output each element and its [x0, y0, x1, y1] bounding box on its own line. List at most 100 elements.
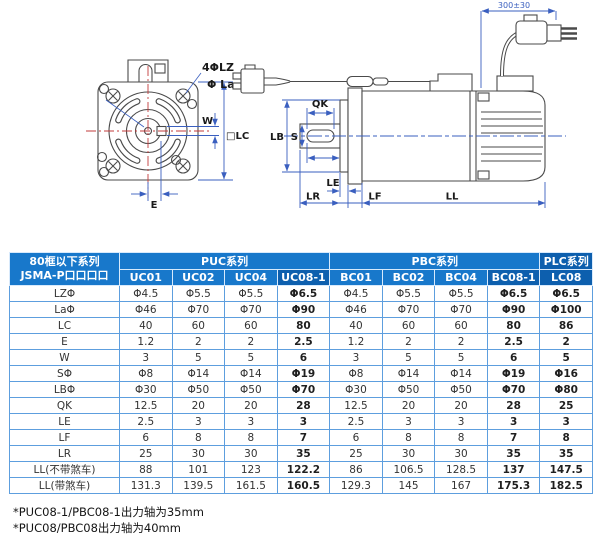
footnote-2: *PUC08/PBC08出力轴为40mm: [13, 521, 181, 536]
table-cell: 8: [381, 429, 436, 446]
table-cell: 7: [276, 429, 331, 446]
table-row: LL(不带煞车) 88 101 123 122.2 86 106.5 128.5 137 147.…: [9, 461, 593, 478]
table-cell: 30: [171, 445, 226, 462]
row-header: LR: [9, 445, 120, 462]
table-cell: 101: [171, 461, 226, 478]
table-cell: 122.2: [276, 461, 331, 478]
dimension-drawing: 4ΦLZ Φ La W □LC E: [86, 1, 577, 211]
row-header: LF: [9, 429, 120, 446]
side-dimensions: [282, 8, 557, 208]
table-cell: 5: [171, 349, 226, 366]
table-row: LaΦ Φ46 Φ70 Φ70 Φ90 Φ46 Φ70 Φ70 Φ90 Φ100: [9, 301, 593, 318]
row-header: LC: [9, 317, 120, 334]
table-row: LR 25 30 30 35 25 30 30 35 35: [9, 445, 593, 462]
table-cell: 3: [224, 413, 278, 430]
table-row: SΦ Φ8 Φ14 Φ14 Φ19 Φ8 Φ14 Φ14 Φ19 Φ16: [9, 365, 593, 382]
table-cell: 8: [539, 429, 593, 446]
dim-label-lr: LR: [306, 192, 320, 203]
row-header: W: [9, 349, 120, 366]
table-cell: Φ50: [171, 381, 226, 398]
table-cell: Φ30: [329, 381, 383, 398]
spec-table-body: LZΦ Φ4.5 Φ5.5 Φ5.5 Φ6.5 Φ4.5 Φ5.5 Φ5.5 Φ6.5 Φ6.5 L…: [9, 285, 593, 494]
table-cell: 2: [381, 333, 436, 350]
table-cell: Φ46: [119, 301, 173, 318]
table-cell: 175.3: [486, 477, 541, 494]
column-header-BC02: BC02: [381, 269, 436, 286]
table-cell: 6: [119, 429, 173, 446]
table-cell: Φ70: [434, 301, 488, 318]
table-cell: 5: [434, 349, 488, 366]
table-cell: Φ50: [434, 381, 488, 398]
motor-front-view: [96, 59, 199, 181]
table-corner-header: 80框以下系列 JSMA-P口口口口: [9, 252, 120, 286]
row-header: LL(不带煞车): [9, 461, 120, 478]
row-header: SΦ: [9, 365, 120, 382]
table-cell: 161.5: [224, 477, 278, 494]
table-cell: 2.5: [486, 333, 541, 350]
spec-table: 80框以下系列 JSMA-P口口口口 PUC系列 PBC系列 PLC系列 UC01 UC02…: [9, 252, 593, 494]
row-header: LZΦ: [9, 285, 120, 302]
table-cell: 86: [329, 461, 383, 478]
table-cell: 8: [224, 429, 278, 446]
table-cell: 88: [119, 461, 173, 478]
table-cell: 1.2: [329, 333, 383, 350]
dim-label-qk: QK: [312, 99, 330, 110]
front-centerlines: [86, 66, 210, 198]
column-header-LC08: LC08: [539, 269, 593, 286]
table-cell: Φ5.5: [434, 285, 488, 302]
footnote-1: *PUC08-1/PBC08-1出力轴为35mm: [13, 505, 204, 519]
table-cell: 5: [381, 349, 436, 366]
table-cell: 35: [276, 445, 331, 462]
table-cell: 12.5: [119, 397, 173, 414]
table-row: QK 12.5 20 20 28 12.5 20 20 28 25: [9, 397, 593, 414]
table-cell: 3: [119, 349, 173, 366]
table-cell: 25: [119, 445, 173, 462]
mounting-slot-ring-inner: [116, 99, 180, 163]
dim-label-s: S: [291, 132, 298, 143]
row-header: LBΦ: [9, 381, 120, 398]
table-cell: 6: [276, 349, 331, 366]
table-cell: Φ5.5: [381, 285, 436, 302]
table-cell: 8: [434, 429, 488, 446]
column-group-header: PBC系列: [329, 252, 541, 270]
table-cell: Φ5.5: [224, 285, 278, 302]
table-cell: Φ50: [381, 381, 436, 398]
column-header-UC04: UC04: [224, 269, 278, 286]
column-header-UC02: UC02: [171, 269, 226, 286]
table-cell: 20: [434, 397, 488, 414]
table-cell: 106.5: [381, 461, 436, 478]
row-header: LaΦ: [9, 301, 120, 318]
terminal-box-slot: [138, 63, 153, 82]
motor-side-view: [299, 14, 577, 185]
terminal-box: [127, 59, 169, 82]
table-cell: 60: [381, 317, 436, 334]
table-cell: 60: [434, 317, 488, 334]
table-cell: Φ4.5: [119, 285, 173, 302]
table-row: LE 2.5 3 3 3 2.5 3 3 3 3: [9, 413, 593, 430]
column-header-UC08-1: UC08-1: [276, 269, 331, 286]
table-cell: 40: [119, 317, 173, 334]
table-cell: Φ8: [119, 365, 173, 382]
table-cell: 139.5: [171, 477, 226, 494]
table-cell: 2: [224, 333, 278, 350]
table-row: LL(带煞车) 131.3 139.5 161.5 160.5 129.3 145 167 17…: [9, 477, 593, 494]
table-row: LF 6 8 8 7 6 8 8 7 8: [9, 429, 593, 446]
table-cell: 2.5: [276, 333, 331, 350]
table-cell: 5: [224, 349, 278, 366]
dim-label-cable-length: 300±30: [498, 1, 530, 10]
leader-diagonal: [105, 99, 145, 128]
table-cell: Φ6.5: [276, 285, 331, 302]
dim-label-pilot: Φ La: [207, 78, 235, 91]
row-header: LE: [9, 413, 120, 430]
table-cell: Φ46: [329, 301, 383, 318]
table-cell: 137: [486, 461, 541, 478]
table-cell: 60: [224, 317, 278, 334]
table-cell: 145: [381, 477, 436, 494]
table-cell: 30: [434, 445, 488, 462]
table-row: E 1.2 2 2 2.5 1.2 2 2 2.5 2: [9, 333, 593, 350]
table-cell: 80: [486, 317, 541, 334]
terminal-box-tab: [154, 63, 166, 74]
row-header: LL(带煞车): [9, 477, 120, 494]
table-cell: 160.5: [276, 477, 331, 494]
